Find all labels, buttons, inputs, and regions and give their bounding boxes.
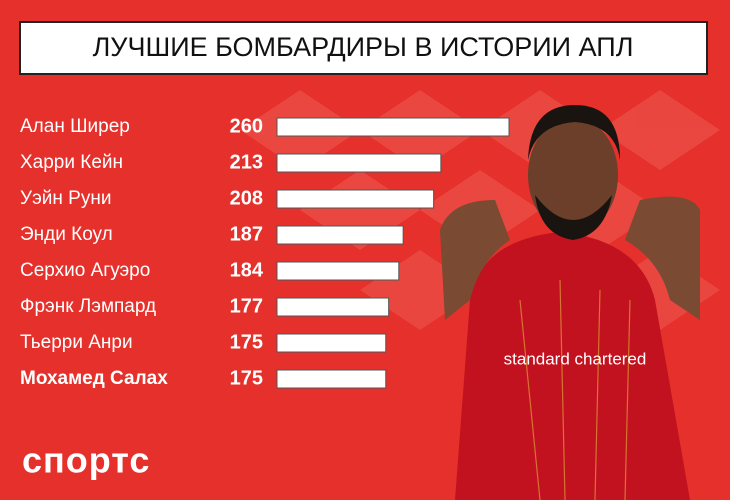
bar xyxy=(276,369,387,389)
value-label: 175 xyxy=(230,367,263,389)
value-label: 208 xyxy=(230,187,263,209)
category-label: Мохамед Салах xyxy=(20,368,168,389)
value-label: 260 xyxy=(230,115,263,137)
brand-logo: спортс xyxy=(22,440,150,481)
title-box xyxy=(19,21,708,75)
bar xyxy=(276,297,390,317)
bar xyxy=(276,225,404,245)
category-label: Уэйн Руни xyxy=(20,188,111,209)
category-label: Тьерри Анри xyxy=(20,332,133,353)
chart-title: ЛУЧШИЕ БОМБАРДИРЫ В ИСТОРИИ АПЛ xyxy=(93,32,634,62)
category-label: Фрэнк Лэмпард xyxy=(20,296,156,317)
bar xyxy=(276,153,442,173)
category-label: Харри Кейн xyxy=(20,152,123,173)
value-label: 175 xyxy=(230,331,263,353)
bar xyxy=(276,117,510,137)
category-label: Алан Ширер xyxy=(20,116,130,137)
value-label: 213 xyxy=(230,151,263,173)
sponsor-logo: standard chartered xyxy=(504,349,647,368)
category-label: Энди Коул xyxy=(20,224,113,245)
category-label: Серхио Агуэро xyxy=(20,260,150,281)
bar xyxy=(276,189,435,209)
value-label: 187 xyxy=(230,223,263,245)
bar xyxy=(276,333,387,353)
value-label: 184 xyxy=(230,259,264,281)
player-figure: standard chartered xyxy=(440,105,700,500)
bar xyxy=(276,261,400,281)
value-label: 177 xyxy=(230,295,263,317)
